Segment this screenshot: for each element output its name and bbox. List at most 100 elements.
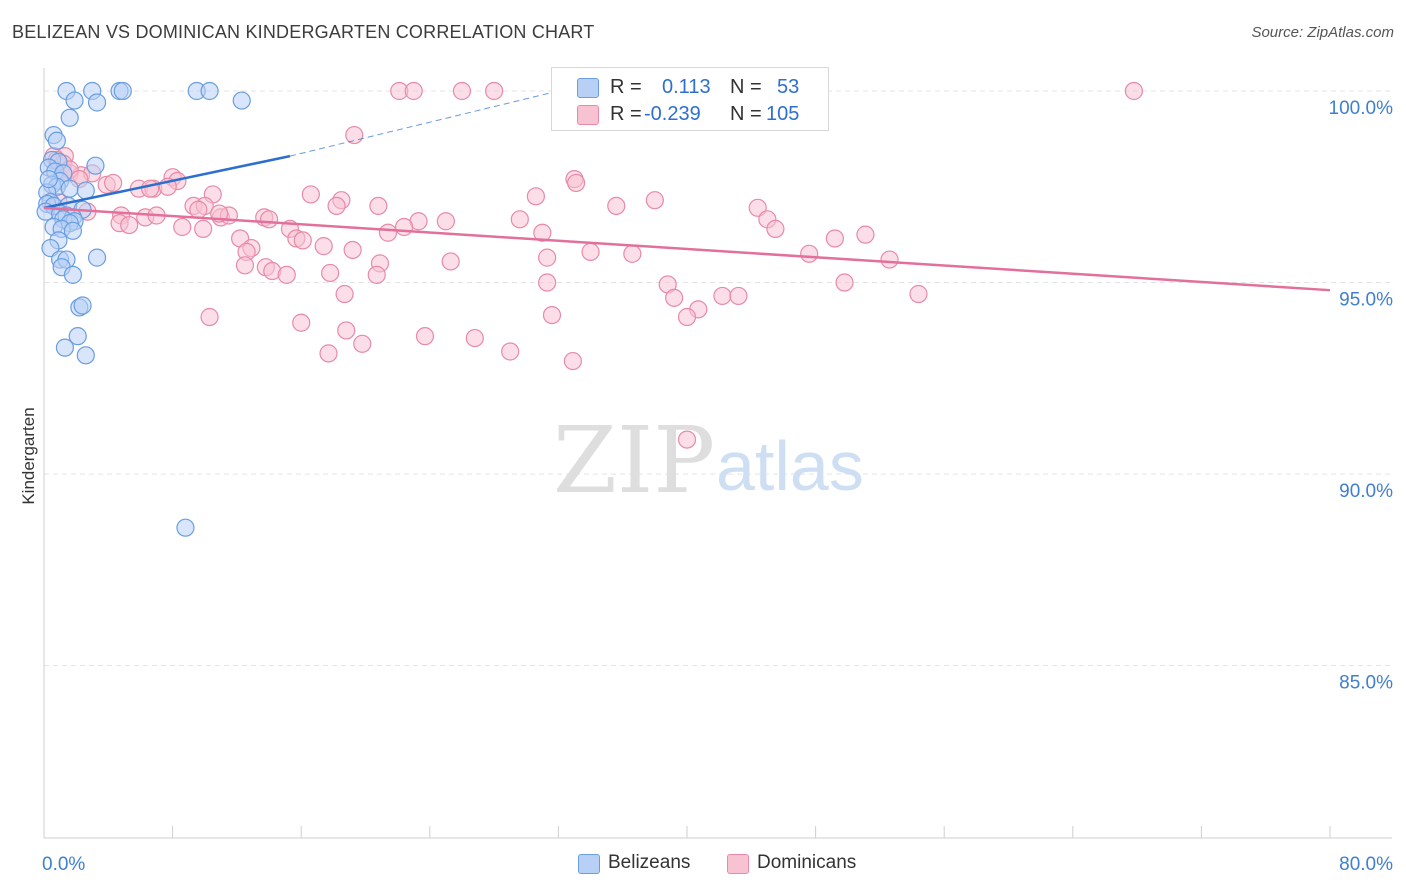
dominicans-point — [825, 229, 844, 248]
belizeans-point — [113, 81, 132, 101]
n-label: N = — [730, 76, 762, 98]
dominicans-point — [120, 215, 139, 235]
dominicans-point — [1124, 81, 1143, 101]
belizeans-legend-swatch — [578, 854, 600, 874]
dominicans-point — [104, 173, 123, 193]
dominicans-point — [367, 265, 386, 284]
dominicans-point — [404, 81, 423, 101]
watermark-zip: ZIP — [553, 407, 715, 514]
dominicans-r-value: -0.239 — [644, 103, 701, 125]
dominicans-point — [441, 252, 460, 271]
dominicans-point — [729, 286, 748, 306]
stats-row-dominicans: R = -0.239 N = 105 — [552, 101, 828, 129]
belizeans-point — [47, 131, 66, 150]
dominicans-point — [533, 223, 552, 242]
series-legend: Belizeans Dominicans — [0, 850, 1406, 880]
belizeans-point — [73, 296, 92, 315]
belizeans-legend-label: Belizeans — [608, 852, 691, 873]
dominicans-point — [665, 288, 684, 307]
dominicans-point — [415, 327, 435, 346]
dominicans-point — [200, 307, 219, 327]
dominicans-point — [292, 313, 311, 332]
dominicans-point — [526, 187, 545, 206]
dominicans-point — [235, 256, 255, 275]
belizeans-point — [60, 179, 79, 198]
y-tick-label: 95.0% — [1339, 290, 1393, 311]
dominicans-point — [301, 185, 320, 204]
r-label: R = — [610, 76, 642, 98]
belizeans-point — [63, 221, 83, 240]
dominicans-point — [800, 244, 819, 263]
dominicans-point — [465, 328, 484, 348]
stats-legend: R = 0.113 N = 53 R = -0.239 N = 105 — [551, 67, 829, 131]
dominicans-point — [173, 217, 192, 237]
dominicans-point — [645, 191, 664, 210]
dominicans-n-value: 105 — [766, 103, 800, 125]
dominicans-point — [909, 284, 928, 304]
belizeans-point — [63, 265, 83, 284]
dominicans-point — [713, 286, 732, 306]
chart-title: BELIZEAN VS DOMINICAN KINDERGARTEN CORRE… — [12, 22, 595, 42]
trend-lines — [43, 90, 1331, 292]
dominicans-point — [321, 263, 340, 283]
belizeans-point — [68, 327, 87, 346]
dominicans-point — [501, 342, 520, 361]
dominicans-point — [345, 125, 364, 145]
dominicans-point — [856, 225, 875, 244]
dominicans-point — [335, 284, 354, 304]
dominicans-legend-label: Dominicans — [757, 852, 857, 873]
belizeans-point — [176, 518, 195, 537]
dominicans-point — [277, 265, 296, 284]
dominicans-point — [538, 248, 557, 267]
dominicans-trend-line — [43, 206, 1331, 292]
dominicans-point — [510, 210, 529, 229]
dominicans-point — [766, 219, 785, 238]
y-tick-label: 85.0% — [1339, 673, 1393, 694]
dominicans-point — [394, 217, 414, 237]
n-label: N = — [730, 103, 762, 125]
x-tick-label: 0.0% — [42, 854, 85, 875]
belizeans-point — [60, 108, 79, 127]
dominicans-point — [343, 240, 362, 260]
dominicans-point — [607, 196, 626, 216]
belizeans-r-value: 0.113 — [662, 76, 711, 98]
dominicans-point — [566, 173, 586, 193]
belizeans-point — [76, 346, 95, 365]
belizeans-point — [87, 248, 107, 267]
belizeans-point — [65, 91, 84, 110]
belizeans-trend-extension — [289, 90, 559, 157]
y-tick-label: 100.0% — [1329, 98, 1394, 119]
dominicans-point — [581, 242, 600, 261]
dominicans-point — [337, 321, 356, 340]
dominicans-point — [835, 273, 854, 292]
dominicans-point — [378, 223, 398, 242]
belizeans-point — [86, 156, 105, 175]
dominicans-point — [542, 305, 562, 325]
dominicans-swatch — [577, 105, 599, 125]
dominicans-point — [485, 81, 504, 101]
dominicans-point — [319, 344, 338, 363]
watermark: ZIP atlas — [553, 407, 864, 514]
belizeans-n-value: 53 — [777, 76, 800, 98]
dominicans-point — [452, 81, 472, 101]
dominicans-points — [44, 81, 1143, 449]
watermark-atlas: atlas — [716, 427, 864, 505]
belizeans-point — [87, 93, 107, 112]
dominicans-point — [880, 250, 899, 269]
dominicans-point — [194, 219, 213, 238]
dominicans-point — [623, 244, 642, 263]
dominicans-point — [189, 200, 208, 219]
dominicans-point — [293, 231, 312, 250]
y-axis-label: Kindergarten — [19, 407, 38, 504]
tick-labels: 100.0% 95.0% 90.0% 85.0% 0.0% 80.0% — [42, 98, 1393, 875]
dominicans-point — [327, 196, 346, 216]
stats-row-belizeans: R = 0.113 N = 53 — [552, 74, 828, 102]
belizeans-point — [232, 91, 251, 110]
dominicans-point — [538, 273, 557, 292]
dominicans-point — [140, 179, 160, 198]
dominicans-point — [369, 196, 388, 216]
r-label: R = — [610, 103, 642, 125]
dominicans-point — [353, 334, 372, 353]
dominicans-point — [436, 212, 455, 231]
